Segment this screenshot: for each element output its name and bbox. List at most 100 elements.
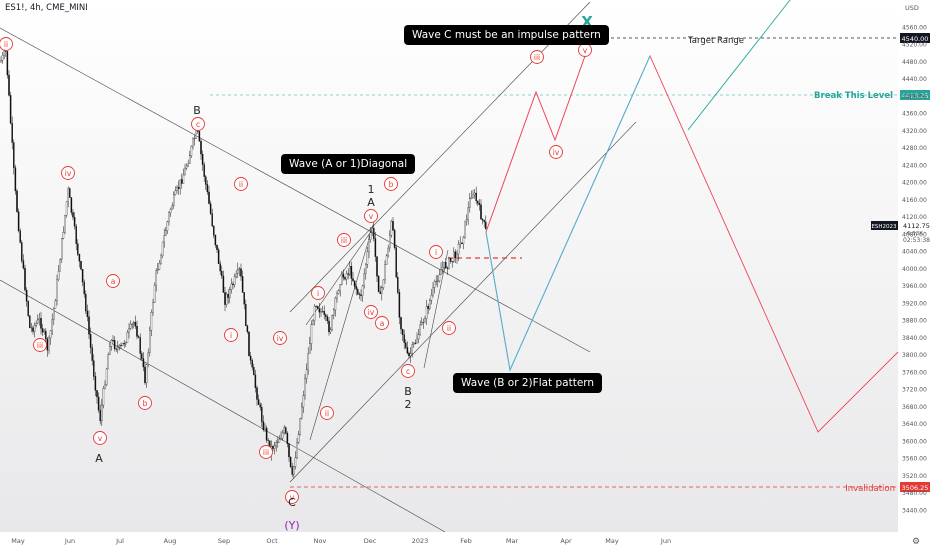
candle-body <box>280 438 282 440</box>
candlestick-series <box>0 44 487 479</box>
wave-marker-i-oct: i <box>311 286 325 300</box>
candle-body <box>49 330 52 339</box>
candle-body <box>398 292 401 318</box>
svg-text:iii: iii <box>341 236 347 245</box>
candle-body <box>291 466 293 475</box>
x-tick-label: Sep <box>218 537 230 545</box>
wave-marker-ii-left: ii <box>0 37 13 51</box>
candle-body <box>323 311 325 315</box>
y-tick-label: 4160.00 <box>902 197 927 204</box>
candle-body <box>112 340 114 342</box>
candle-body <box>400 317 402 330</box>
candle-body <box>136 326 138 337</box>
candle-body <box>133 322 135 325</box>
candle-body <box>294 457 297 467</box>
wave-marker-iii-nov: iii <box>337 233 351 247</box>
break-level-label: Break This Level <box>814 91 893 101</box>
candle-body <box>209 203 212 214</box>
y-tick-label: 3800.00 <box>902 352 927 359</box>
candle-body <box>424 318 426 323</box>
candle-body <box>347 273 349 275</box>
target-range-label: Target Range <box>687 36 744 46</box>
candle-body <box>46 338 49 351</box>
candle-body <box>273 445 276 449</box>
candle-body <box>326 316 329 322</box>
candle-body <box>45 330 47 340</box>
candle-body <box>40 318 42 329</box>
gear-icon[interactable]: ⚙ <box>912 537 921 547</box>
candle-body <box>96 390 98 398</box>
candle-body <box>429 300 431 309</box>
y-axis-ticks: 4560.00 4520.00 4480.00 4440.00 4400.00 4360.… <box>902 24 927 514</box>
candle-body <box>22 260 25 269</box>
candle-body <box>241 276 244 293</box>
candle-body <box>465 219 468 222</box>
svg-text:ii: ii <box>325 409 329 418</box>
svg-text:c: c <box>196 120 200 129</box>
candle-body <box>93 360 95 377</box>
candle-body <box>43 330 45 333</box>
candle-body <box>307 353 309 370</box>
wave-marker-v-left: v <box>93 431 107 445</box>
candle-body <box>299 418 301 435</box>
candle-body <box>27 301 29 316</box>
candle-body <box>97 396 100 411</box>
candle-body <box>145 364 148 384</box>
x-tick-label: Jul <box>115 537 124 545</box>
candle-body <box>181 179 183 184</box>
candle-body <box>443 262 445 268</box>
candle-body <box>213 225 215 236</box>
candle-body <box>448 258 450 269</box>
candle-body <box>320 311 322 313</box>
candle-body <box>69 188 71 198</box>
candle-body <box>395 247 397 278</box>
y-oct-label: (Y) <box>284 519 299 532</box>
candle-body <box>317 306 319 309</box>
candle-body <box>107 354 109 370</box>
candle-body <box>208 191 210 204</box>
candle-body <box>441 267 444 270</box>
candle-body <box>13 142 15 168</box>
candle-body <box>432 287 434 296</box>
currency-label: USD <box>905 4 919 12</box>
candle-body <box>75 226 77 244</box>
candle-body <box>288 443 290 458</box>
candle-body <box>21 242 23 261</box>
invalidation-price-badge <box>900 482 930 492</box>
y-tick-label: 3960.00 <box>902 283 927 290</box>
candle-body <box>401 329 404 335</box>
candle-body <box>137 336 140 338</box>
symbol-title[interactable]: ES1!, 4h, CME_MINI <box>5 3 88 13</box>
wave-marker-iv-sep: iv <box>273 331 287 345</box>
wave-marker-v-oct: v <box>285 490 299 504</box>
candle-body <box>422 322 425 323</box>
candle-body <box>440 269 442 276</box>
callout-wave-a: Wave (A or 1)Diagonal <box>281 154 416 174</box>
candle-body <box>185 165 188 169</box>
break-price-badge <box>900 90 930 100</box>
y-tick-label: 4320.00 <box>902 128 927 135</box>
candle-body <box>6 51 9 76</box>
candle-body <box>278 439 281 443</box>
candle-body <box>78 254 81 262</box>
candle-body <box>477 200 479 204</box>
candle-body <box>265 427 268 441</box>
candle-body <box>32 327 34 332</box>
upper-down-channel-line <box>0 27 591 353</box>
candle-body <box>77 243 79 255</box>
candle-body <box>369 232 372 240</box>
candle-body <box>315 305 317 307</box>
x-tick-label: Jun <box>660 537 671 545</box>
candle-body <box>53 308 55 320</box>
candle-body <box>80 261 82 270</box>
svg-text:a: a <box>380 319 385 328</box>
projection-cyan <box>485 55 651 372</box>
candle-body <box>329 329 332 333</box>
candle-body <box>62 232 65 239</box>
svg-text:v: v <box>290 493 295 502</box>
wave-marker-v-top: v <box>578 43 592 57</box>
candle-body <box>19 230 21 243</box>
candle-body <box>153 284 156 303</box>
candle-body <box>393 229 396 248</box>
